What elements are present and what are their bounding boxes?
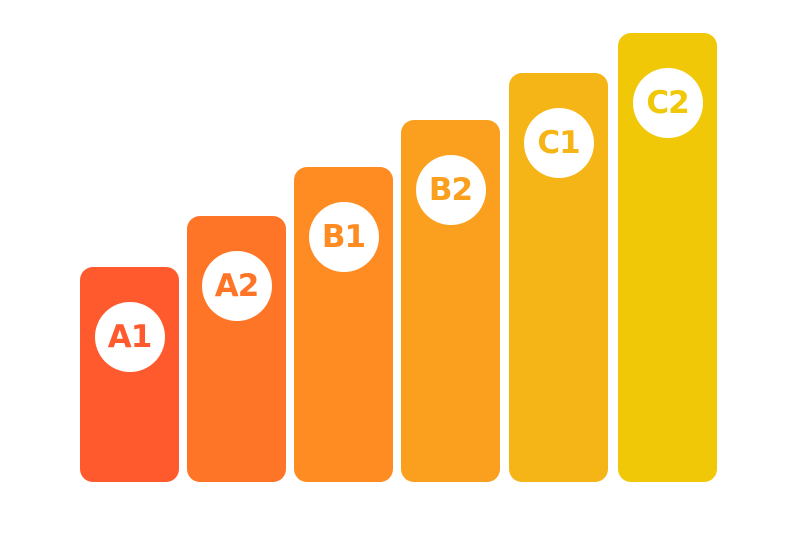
level-badge-c1: C1 [523,108,594,178]
level-badge-c2: C2 [632,68,703,138]
level-badge-a1: A1 [94,302,165,372]
level-badge-a2: A2 [201,251,272,321]
level-bar-a1 [80,267,179,482]
level-badge-b1: B1 [308,202,379,272]
level-label: B1 [321,219,366,255]
level-label: C1 [537,125,580,161]
level-label: B2 [428,172,473,208]
level-label: A1 [107,319,153,355]
level-label: A2 [214,268,260,304]
level-label: C2 [646,85,689,121]
level-badge-b2: B2 [415,155,486,225]
